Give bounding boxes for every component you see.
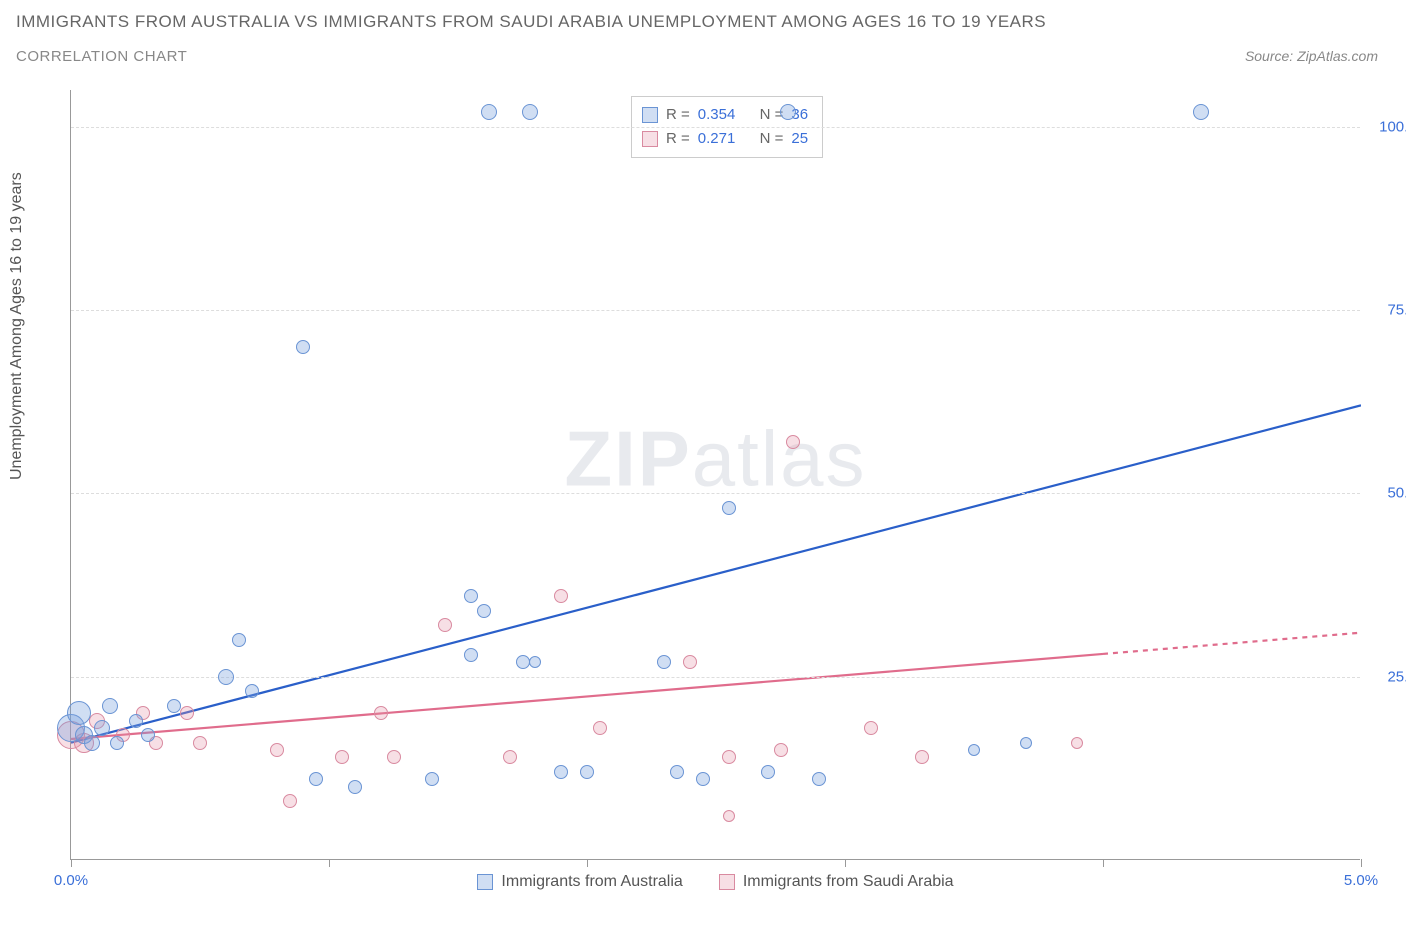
point-series-a [812,772,826,786]
gridline [71,127,1360,128]
swatch-series-a [477,874,493,890]
bottom-legend: Immigrants from Australia Immigrants fro… [71,873,1360,891]
point-series-a [129,714,143,728]
point-series-a [968,744,980,756]
point-series-a [516,655,530,669]
legend-item-a: Immigrants from Australia [477,873,682,891]
point-series-b [503,750,517,764]
point-series-b [915,750,929,764]
point-series-b [180,706,194,720]
legend-item-b: Immigrants from Saudi Arabia [719,873,954,891]
y-axis-label: Unemployment Among Ages 16 to 19 years [8,172,26,480]
point-series-a [477,604,491,618]
point-series-a [296,340,310,354]
swatch-series-b [719,874,735,890]
point-series-b [1071,737,1083,749]
point-series-a [232,633,246,647]
point-series-a [464,648,478,662]
y-tick-label: 100.0% [1370,118,1406,135]
point-series-b [774,743,788,757]
point-series-a [761,765,775,779]
point-series-a [529,656,541,668]
point-series-a [780,104,796,120]
point-series-a [245,684,259,698]
point-series-a [1193,104,1209,120]
stat-value: 25 [791,127,808,151]
point-series-b [593,721,607,735]
stat-value: 0.354 [698,103,736,127]
legend-label: Immigrants from Saudi Arabia [743,873,954,891]
point-series-a [722,501,736,515]
x-tick [1361,859,1362,867]
point-series-a [522,104,538,120]
point-series-a [67,701,91,725]
point-series-a [1020,737,1032,749]
point-series-b [438,618,452,632]
point-series-a [696,772,710,786]
chart-plot-area: ZIPatlas R = 0.354 N = 36 R = 0.271 N = … [70,90,1360,860]
watermark-logo: ZIPatlas [564,414,866,505]
point-series-a [348,780,362,794]
stat-label: N = [760,127,784,151]
point-series-a [670,765,684,779]
stat-label: R = [666,103,690,127]
point-series-a [464,589,478,603]
point-series-a [167,699,181,713]
point-series-a [309,772,323,786]
stats-row-series-b: R = 0.271 N = 25 [642,127,808,151]
point-series-a [554,765,568,779]
chart-subtitle: CORRELATION CHART [16,48,187,65]
point-series-a [110,736,124,750]
stat-label: R = [666,127,690,151]
point-series-a [94,720,110,736]
point-series-a [141,728,155,742]
y-tick-label: 50.0% [1370,485,1406,502]
x-tick [329,859,330,867]
x-tick-label: 0.0% [54,872,88,889]
point-series-a [580,765,594,779]
x-tick [1103,859,1104,867]
point-series-b [335,750,349,764]
swatch-series-a [642,107,658,123]
stat-value: 0.271 [698,127,736,151]
gridline [71,677,1360,678]
point-series-b [387,750,401,764]
point-series-a [218,669,234,685]
point-series-a [102,698,118,714]
point-series-b [722,750,736,764]
point-series-b [374,706,388,720]
point-series-b [270,743,284,757]
gridline [71,493,1360,494]
point-series-a [481,104,497,120]
x-tick [71,859,72,867]
trend-lines [71,90,1361,860]
x-tick [845,859,846,867]
point-series-b [193,736,207,750]
swatch-series-b [642,131,658,147]
point-series-b [723,810,735,822]
y-tick-label: 75.0% [1370,302,1406,319]
point-series-a [657,655,671,669]
gridline [71,310,1360,311]
source-text: Source: ZipAtlas.com [1245,48,1378,64]
point-series-b [683,655,697,669]
y-tick-label: 25.0% [1370,668,1406,685]
point-series-b [864,721,878,735]
x-tick [587,859,588,867]
x-tick-label: 5.0% [1344,872,1378,889]
point-series-b [554,589,568,603]
point-series-a [425,772,439,786]
legend-label: Immigrants from Australia [501,873,682,891]
chart-title: IMMIGRANTS FROM AUSTRALIA VS IMMIGRANTS … [16,12,1046,32]
point-series-a [84,735,100,751]
point-series-b [283,794,297,808]
point-series-b [786,435,800,449]
